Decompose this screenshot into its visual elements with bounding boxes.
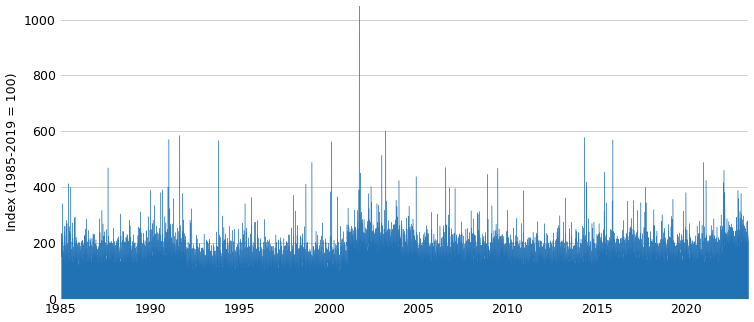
Y-axis label: Index (1985-2019 = 100): Index (1985-2019 = 100) [5, 73, 19, 231]
